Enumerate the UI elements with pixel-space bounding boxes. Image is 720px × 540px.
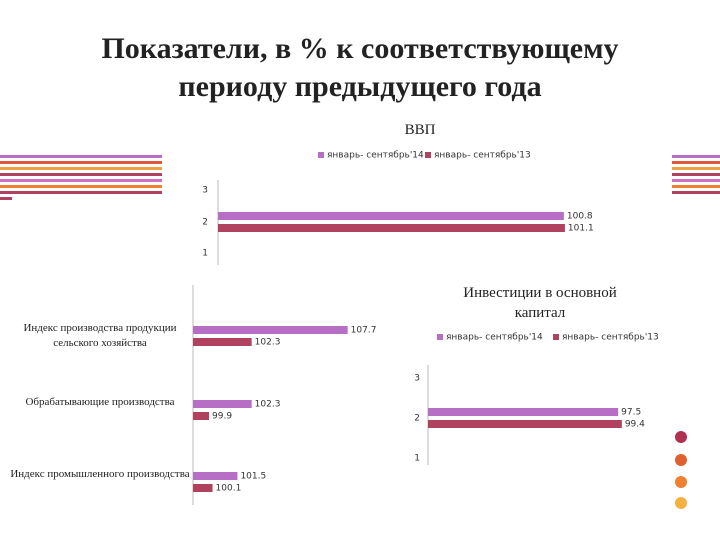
data-label: 100.8 [567, 212, 593, 222]
data-label: 100.1 [216, 484, 242, 494]
decor-left [0, 155, 162, 200]
category-label: Обрабатывающие производства [25, 396, 175, 408]
bar [193, 400, 252, 408]
data-label: 107.7 [351, 326, 377, 336]
bar [193, 472, 238, 480]
bar [193, 338, 252, 346]
bar [193, 412, 209, 420]
data-label: 99.9 [212, 412, 232, 422]
bar [193, 484, 213, 492]
legend-swatch [437, 334, 443, 340]
legend-label: январь- сентябрь'14 [446, 333, 543, 343]
data-label: 101.1 [568, 224, 594, 234]
legend-label: январь- сентябрь'14 [327, 151, 424, 161]
category-label: Индекс промышленного производства [10, 468, 190, 480]
decor-dots [675, 431, 687, 509]
category-label: 1 [202, 249, 208, 259]
category-label: 1 [414, 454, 420, 464]
data-label: 97.5 [621, 408, 641, 418]
bar [218, 224, 565, 232]
data-label: 101.5 [240, 472, 266, 482]
legend-swatch [553, 334, 559, 340]
category-label: 2 [202, 218, 208, 228]
category-label: 2 [414, 414, 420, 424]
data-label: 99.4 [625, 420, 645, 430]
bar [218, 212, 564, 220]
chart-title: Инвестиции в основной капитал [463, 285, 617, 321]
bar [428, 408, 619, 416]
category-label: 3 [414, 374, 420, 384]
category-label: Индекс производства продукции сельского … [23, 322, 177, 349]
legend-label: январь- сентябрь'13 [562, 333, 659, 343]
data-label: 102.3 [255, 338, 281, 348]
bar [428, 420, 622, 428]
category-label: 3 [202, 186, 208, 196]
legend-label: январь- сентябрь'13 [434, 151, 531, 161]
legend-swatch [425, 152, 431, 158]
data-label: 102.3 [255, 400, 281, 410]
legend-swatch [318, 152, 324, 158]
bar [193, 326, 348, 334]
chart-title: ВВП [404, 122, 436, 138]
slide-title: Показатели, в % к соответствующему перио… [101, 32, 619, 103]
decor-right [672, 155, 720, 194]
